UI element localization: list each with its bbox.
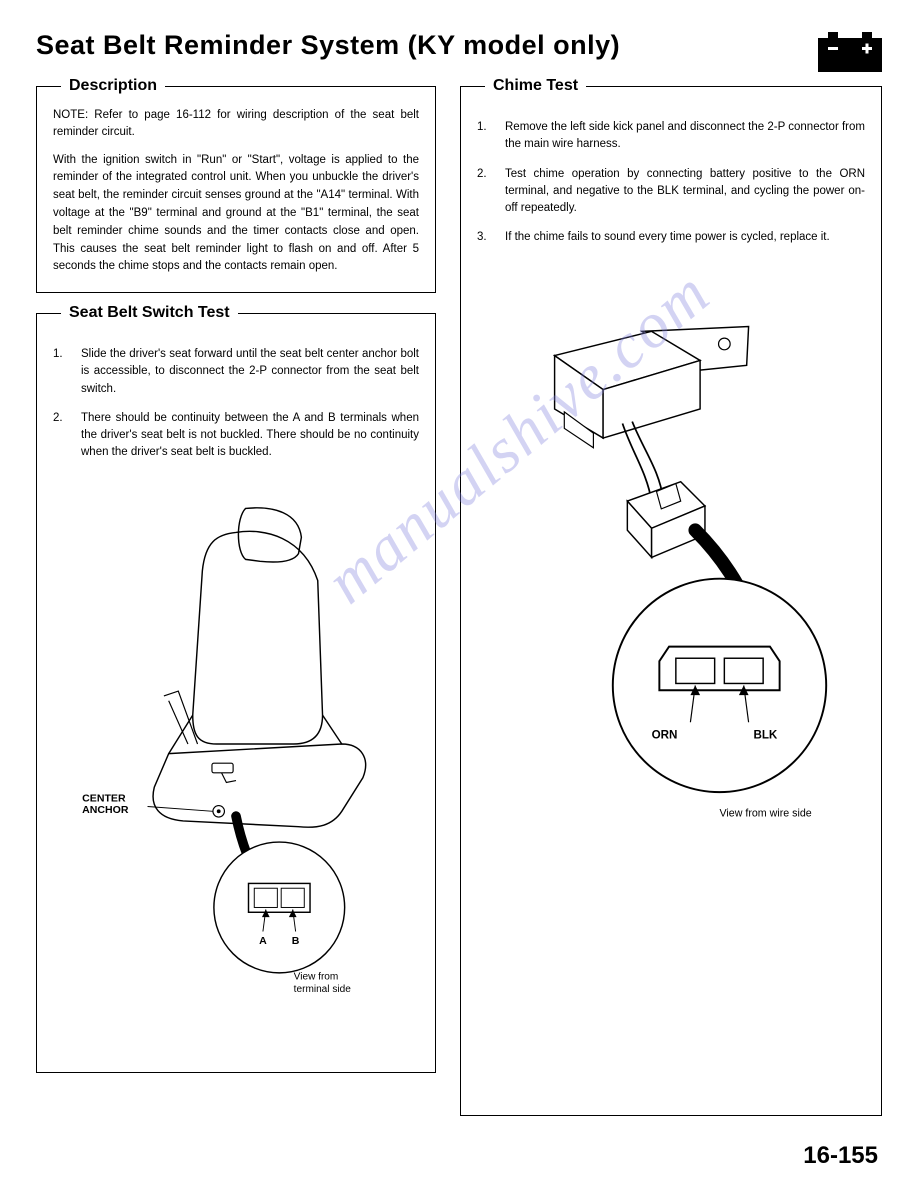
pin-a-label: A [259,935,267,947]
seat-diagram: CENTER ANCHOR A B [53,494,419,994]
switch-test-heading: Seat Belt Switch Test [61,304,238,322]
view-label: View from [294,971,339,982]
description-box: Description NOTE: Refer to page 16-112 f… [36,86,436,293]
page-title: Seat Belt Reminder System (KY model only… [36,30,620,61]
chime-test-step: If the chime fails to sound every time p… [477,229,865,246]
chime-test-step: Test chime operation by connecting batte… [477,166,865,218]
page-number: 16-155 [803,1142,878,1170]
pin-b-label: B [292,935,300,947]
chime-test-steps: Remove the left side kick panel and disc… [477,119,865,247]
description-heading: Description [61,77,165,95]
chime-view-label: View from wire side [720,807,812,819]
switch-test-box: Seat Belt Switch Test Slide the driver's… [36,313,436,1073]
chime-diagram: ORN BLK View from wire side [477,289,865,849]
chime-test-step: Remove the left side kick panel and disc… [477,119,865,154]
center-anchor-label: CENTER [82,792,126,804]
description-body: With the ignition switch in "Run" or "St… [53,152,419,277]
chime-test-box: Chime Test Remove the left side kick pan… [460,86,882,1116]
switch-test-step: There should be continuity between the A… [53,410,419,462]
description-note: NOTE: Refer to page 16-112 for wiring de… [53,107,419,142]
view-label2: terminal side [294,984,352,994]
switch-test-steps: Slide the driver's seat forward until th… [53,346,419,462]
chime-test-heading: Chime Test [485,77,586,95]
center-anchor-label2: ANCHOR [82,804,129,816]
switch-test-step: Slide the driver's seat forward until th… [53,346,419,398]
orn-label: ORN [652,728,678,741]
blk-label: BLK [753,728,777,741]
battery-icon [818,30,882,72]
